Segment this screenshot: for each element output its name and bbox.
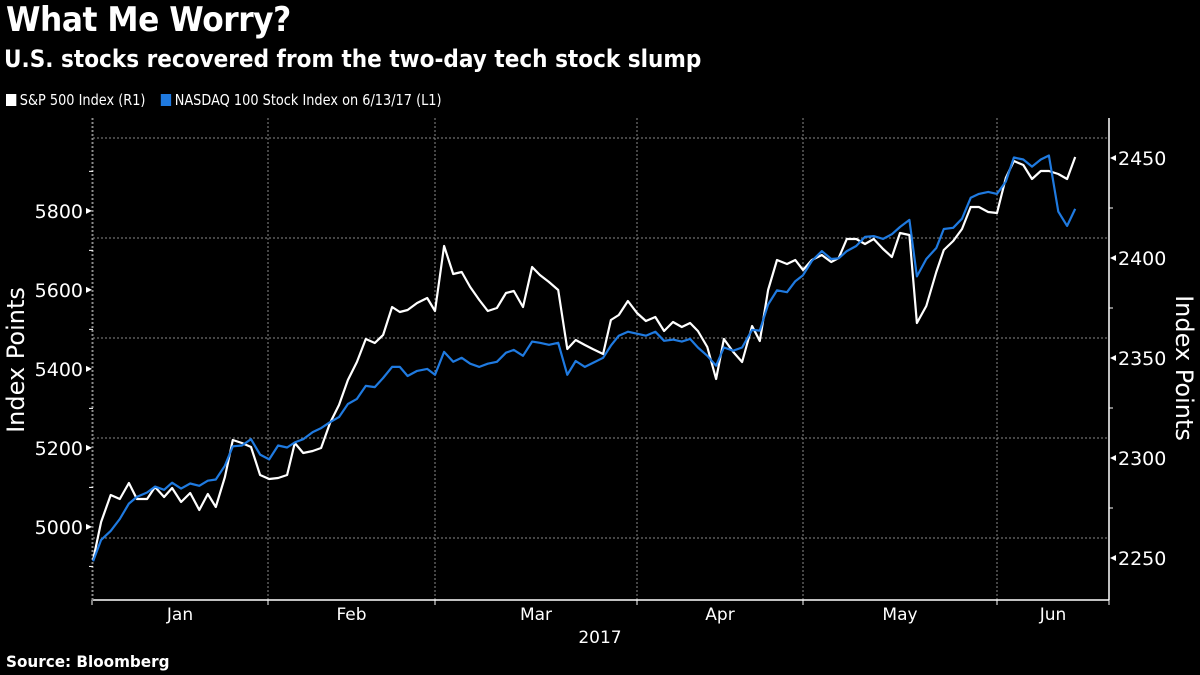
right-tick-label: 2350	[1118, 348, 1166, 370]
gridlines	[91, 118, 1109, 600]
legend-swatch-sp500	[6, 94, 17, 106]
left-axis-title: Index Points	[2, 287, 30, 433]
axis-labels: Jan Feb Mar Apr May Jun 2017 5000 5200 5400 5600 58…	[2, 148, 1198, 648]
x-tick-label: Jun	[1039, 605, 1067, 625]
right-tick-label: 2450	[1118, 148, 1166, 170]
legend-label-sp500: S&P 500 Index (R1)	[19, 91, 146, 109]
left-tick-label: 5800	[35, 201, 83, 223]
x-tick-label: Feb	[336, 605, 366, 625]
left-major-tick	[86, 365, 92, 372]
right-tick-label: 2250	[1118, 548, 1166, 570]
legend-label-nasdaq: NASDAQ 100 Stock Index on 6/13/17 (L1)	[174, 91, 442, 109]
left-tick-label: 5200	[35, 438, 83, 460]
right-tick-label: 2400	[1118, 248, 1166, 270]
left-major-tick	[86, 523, 92, 530]
left-tick-label: 5400	[35, 359, 83, 381]
left-major-tick	[86, 286, 92, 293]
left-tick-label: 5600	[35, 280, 83, 302]
legend-item-sp500: S&P 500 Index (R1)	[6, 91, 145, 109]
right-tick-label: 2300	[1118, 448, 1166, 470]
right-major-tick	[1110, 255, 1116, 261]
series-lines	[92, 154, 1077, 562]
right-major-tick	[1110, 455, 1116, 461]
legend-swatch-nasdaq	[160, 94, 172, 106]
x-year-label: 2017	[578, 628, 621, 648]
chart-subtitle: U.S. stocks recovered from the two-day t…	[4, 45, 702, 73]
left-major-tick	[86, 207, 92, 214]
x-tick-label: Jan	[166, 605, 193, 625]
left-tick-label: 5000	[35, 517, 83, 539]
x-tick-label: Apr	[705, 605, 734, 625]
right-axis-title: Index Points	[1170, 295, 1198, 441]
legend: S&P 500 Index (R1) NASDAQ 100 Stock Inde…	[6, 89, 457, 111]
left-major-tick	[86, 444, 92, 451]
axes	[86, 118, 1116, 605]
right-major-tick	[1110, 555, 1116, 561]
series-line-nasdaq	[92, 154, 1077, 562]
series-line-sp500	[92, 156, 1077, 561]
chart-title: What Me Worry?	[6, 0, 291, 40]
legend-item-nasdaq: NASDAQ 100 Stock Index on 6/13/17 (L1)	[160, 91, 442, 109]
right-major-tick	[1110, 355, 1116, 361]
right-major-tick	[1110, 155, 1116, 161]
x-tick-label: Mar	[520, 605, 552, 625]
source-note: Source: Bloomberg	[6, 652, 170, 671]
x-tick-label: May	[882, 605, 917, 625]
